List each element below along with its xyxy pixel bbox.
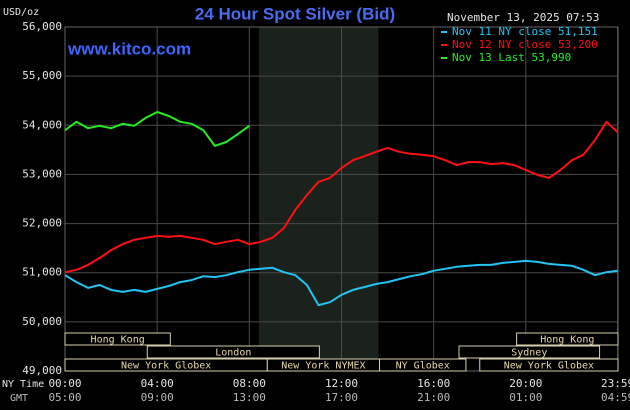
y-tick-label: 50,000	[22, 315, 62, 328]
session-bar	[379, 358, 467, 372]
x-tick-label: 04:00	[141, 377, 174, 390]
x-row-label: NY Time	[2, 379, 44, 390]
x-gmt-label: 01:00	[509, 391, 542, 404]
x-row-label: GMT	[10, 393, 28, 404]
x-tick-label: 16:00	[417, 377, 450, 390]
watermark: www.kitco.com	[67, 39, 191, 58]
x-gmt-label: 09:00	[141, 391, 174, 404]
session-bar	[146, 345, 320, 359]
session-label: New York Globex	[504, 361, 594, 372]
session-label: Hong Kong	[91, 335, 145, 346]
y-tick-label: 55,000	[22, 69, 62, 82]
price-line	[64, 111, 250, 147]
session-label: NY Globex	[396, 361, 450, 372]
session-bar	[458, 345, 601, 359]
y-tick-label: 49,000	[22, 364, 62, 377]
x-gmt-label: 05:00	[48, 391, 81, 404]
session-bar	[516, 332, 619, 346]
x-tick-label: 23:59	[601, 377, 630, 390]
legend-label: Nov 13 Last 53,990	[452, 51, 571, 64]
session-label: London	[215, 348, 251, 359]
x-tick-label: 12:00	[325, 377, 358, 390]
session-bar	[64, 332, 171, 346]
price-line	[64, 120, 619, 274]
legend-label: Nov 11 NY close 51,151	[452, 25, 598, 38]
session-label: New York NYMEX	[281, 361, 365, 372]
y-tick-label: 53,000	[22, 167, 62, 180]
session-label: Sydney	[511, 348, 547, 359]
y-tick-label: 56,000	[22, 20, 62, 33]
x-tick-label: 08:00	[233, 377, 266, 390]
session-label: Hong Kong	[540, 335, 594, 346]
session-label: New York Globex	[121, 361, 211, 372]
x-gmt-label: 21:00	[417, 391, 450, 404]
x-gmt-label: 04:59	[601, 391, 630, 404]
x-tick-label: 20:00	[509, 377, 542, 390]
legend-label: Nov 12 NY close 53,200	[452, 38, 598, 51]
session-bar	[479, 358, 619, 372]
price-line	[64, 259, 618, 307]
x-gmt-label: 17:00	[325, 391, 358, 404]
shaded-region	[259, 27, 379, 371]
y-axis-label: USD/oz	[3, 7, 39, 18]
chart-title: 24 Hour Spot Silver (Bid)	[195, 4, 395, 23]
y-tick-label: 52,000	[22, 217, 62, 230]
y-tick-label: 51,000	[22, 266, 62, 279]
y-tick-label: 54,000	[22, 118, 62, 131]
x-tick-label: 00:00	[48, 377, 81, 390]
x-gmt-label: 13:00	[233, 391, 266, 404]
timestamp: November 13, 2025 07:53	[447, 11, 599, 24]
